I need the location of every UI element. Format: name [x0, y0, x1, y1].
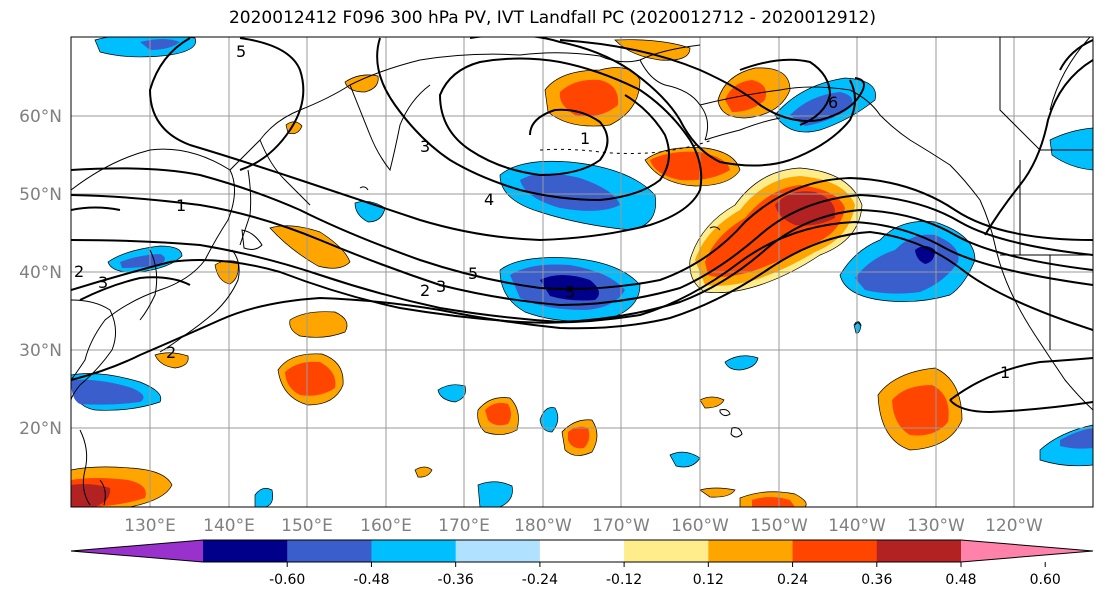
contour-label: 3 [98, 273, 108, 292]
colorbar-segment [708, 540, 794, 562]
lon-label: 160°E [360, 516, 412, 536]
lat-label: 30°N [19, 341, 62, 361]
lat-label: 20°N [19, 419, 62, 439]
contour-label: 1 [1000, 363, 1010, 382]
lon-label: 140°E [203, 516, 255, 536]
lon-label: 140°W [828, 516, 886, 536]
contour-label: 5 [565, 283, 575, 302]
colorbar-extend-low [71, 540, 203, 562]
colorbar-tick-label: 0.48 [945, 572, 976, 588]
colorbar-tick-label: -0.24 [522, 572, 558, 588]
contour-label: 3 [420, 137, 430, 156]
colorbar-segment [455, 540, 541, 562]
colorbar-tick-label: 0.24 [777, 572, 808, 588]
colorbar-segment [624, 540, 709, 562]
contour-label: 1 [176, 196, 186, 215]
colorbar-segment [203, 540, 288, 562]
colorbar-tick-label: -0.36 [438, 572, 474, 588]
map-title: 2020012412 F096 300 hPa PV, IVT Landfall… [228, 8, 876, 28]
colorbar-tick-label: 0.12 [693, 572, 724, 588]
lon-label: 130°E [124, 516, 176, 536]
lat-label: 60°N [19, 107, 62, 127]
latitude-labels: 60°N 50°N 40°N 30°N 20°N [19, 107, 62, 439]
lon-label: 150°E [281, 516, 333, 536]
colorbar-segment [876, 540, 962, 562]
lon-label: 150°W [750, 516, 808, 536]
contour-label: 5 [468, 264, 478, 283]
lat-label: 40°N [19, 263, 62, 283]
lon-label: 170°W [592, 516, 650, 536]
pv-anomaly-shading [71, 37, 1093, 507]
lon-label: 120°W [985, 516, 1043, 536]
contour-labels: 5 3 1 4 5 6 1 2 3 2 3 5 2 1 [74, 42, 1010, 382]
contour-label: 2 [74, 262, 84, 281]
lon-label: 180°W [514, 516, 572, 536]
map-frame [70, 36, 1094, 508]
colorbar-tick-label: -0.48 [353, 572, 389, 588]
colorbar-segment [287, 540, 372, 562]
contour-label: 2 [420, 281, 430, 300]
contour-label: 3 [436, 277, 446, 296]
colorbar-tick-label: -0.12 [606, 572, 642, 588]
contour-label: 6 [828, 93, 838, 112]
colorbar-extend-high [961, 540, 1093, 562]
colorbar-segment [792, 540, 878, 562]
colorbar-tick-label: -0.60 [269, 572, 305, 588]
lon-label: 130°W [907, 516, 965, 536]
lat-label: 50°N [19, 185, 62, 205]
longitude-labels: 130°E 140°E 150°E 160°E 170°E 180°W 170°… [124, 516, 1043, 536]
colorbar-outline [70, 539, 1094, 563]
contour-label: 5 [236, 42, 246, 61]
colorbar-segment [371, 540, 457, 562]
lon-label: 170°E [438, 516, 490, 536]
colorbar: -0.60 -0.48 -0.36 -0.24 -0.12 0.12 0.24 0.36 0.4… [70, 539, 1094, 588]
contour-label: 2 [166, 343, 176, 362]
contour-label: 4 [484, 190, 494, 209]
colorbar-tick-label: 0.60 [1030, 572, 1061, 588]
colorbar-tick-label: 0.36 [861, 572, 892, 588]
lon-label: 160°W [671, 516, 729, 536]
colorbar-segment [539, 540, 625, 562]
pv-contours [71, 37, 1093, 414]
contour-label: 1 [580, 129, 590, 148]
